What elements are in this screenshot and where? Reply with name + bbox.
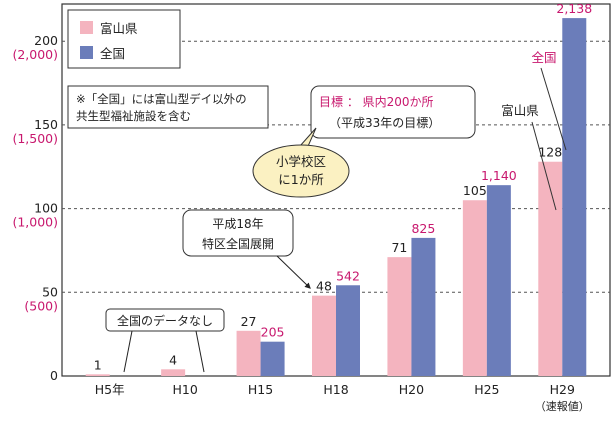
right-tick-label: (500) — [24, 298, 58, 313]
legend-swatch-toyama — [80, 21, 93, 34]
bar-toyama — [85, 374, 110, 376]
bar-label-toyama: 128 — [538, 145, 562, 160]
bar-toyama — [462, 200, 487, 376]
goal-box-frame — [310, 85, 476, 139]
left-tick-label: 0 — [50, 368, 58, 383]
x-tick-label: H20 — [399, 382, 424, 397]
tokku-arrow — [276, 255, 311, 289]
left-tick-label: 50 — [42, 284, 58, 299]
speech-bubble-body — [252, 144, 350, 198]
legend-swatch-zenkoku — [80, 46, 93, 59]
bar-label-toyama: 105 — [463, 183, 487, 198]
bar-zenkoku — [411, 237, 436, 376]
x-tick-label: H15 — [248, 382, 273, 397]
bar-label-zenkoku: 825 — [411, 221, 435, 236]
bubble-line-2: に1か所 — [278, 172, 323, 187]
x-axis-labels: H5年 H10 H15 H18 H20 H25 H29 （速報値） — [95, 382, 590, 413]
left-tick-label: 150 — [34, 117, 58, 132]
goal-line-2: （平成33年の目標） — [329, 116, 440, 130]
speech-bubble: 小学校区 に1か所 — [252, 127, 350, 198]
bar-zenkoku — [336, 285, 360, 376]
tokku-line-2: 特区全国展開 — [202, 236, 274, 251]
nodata-pointer-right — [195, 330, 205, 373]
nodata-text: 全国のデータなし — [117, 313, 213, 328]
bar-label-toyama: 4 — [169, 352, 177, 367]
left-tick-label: 100 — [34, 201, 58, 216]
x-tick-label: H5年 — [95, 382, 125, 397]
bar-toyama — [312, 295, 336, 376]
x-tick-label: H29 — [550, 382, 575, 397]
x-tick-label: H25 — [474, 382, 499, 397]
bar-label-toyama: 27 — [241, 314, 257, 329]
nodata-box-frame — [105, 308, 225, 332]
bar-zenkoku — [486, 185, 511, 376]
bar-label-zenkoku: 1,140 — [481, 168, 517, 183]
right-tick-label: (1,000) — [12, 215, 58, 230]
nodata-pointer-left — [123, 330, 133, 373]
x-tick-label: H18 — [323, 382, 348, 397]
legend-label-toyama: 富山県 — [100, 21, 138, 36]
bar-toyama — [387, 257, 412, 376]
note-box-frame — [67, 85, 269, 129]
bar-zenkoku — [562, 18, 587, 376]
bars — [85, 18, 587, 376]
bar-label-zenkoku: 542 — [336, 268, 360, 283]
series-pointer-toyama — [531, 121, 557, 211]
nodata-annotation: 全国のデータなし — [105, 308, 225, 373]
note-line-1: ※「全国」には富山型デイ以外の — [76, 92, 247, 106]
series-label-toyama: 富山県 — [501, 103, 539, 118]
goal-box: 目標 ： 県内200か所 （平成33年の目標） — [310, 85, 476, 139]
x-tick-label: H10 — [172, 382, 197, 397]
x-tick-note: （速報値） — [535, 400, 590, 413]
bar-zenkoku — [260, 341, 285, 376]
legend-label-zenkoku: 全国 — [100, 46, 125, 61]
goal-line-1: 目標 ： 県内200か所 — [319, 95, 434, 109]
bar-label-zenkoku: 2,138 — [556, 1, 592, 16]
note-box: ※「全国」には富山型デイ以外の 共生型福祉施設を含む — [67, 85, 269, 129]
bar-label-toyama: 71 — [391, 240, 407, 255]
bar-label-toyama: 1 — [94, 357, 102, 372]
legend: 富山県 全国 — [67, 9, 181, 69]
right-tick-label: (1,500) — [12, 131, 58, 146]
right-tick-label: (2,000) — [12, 47, 58, 62]
series-pointer-zenkoku — [540, 67, 567, 151]
bar-label-zenkoku: 205 — [261, 325, 285, 340]
tokku-box-frame — [182, 209, 294, 257]
left-axis-ticks: 0 50 100 150 200 — [34, 33, 58, 383]
right-axis-ticks: (500) (1,000) (1,500) (2,000) — [12, 47, 58, 313]
tokku-line-1: 平成18年 — [212, 217, 263, 231]
left-tick-label: 200 — [34, 33, 58, 48]
bar-toyama — [161, 369, 186, 376]
bar-toyama — [538, 161, 563, 376]
series-label-zenkoku: 全国 — [531, 50, 556, 65]
note-line-2: 共生型福祉施設を含む — [76, 109, 191, 123]
bubble-line-1: 小学校区 — [276, 154, 326, 169]
bar-toyama — [236, 330, 261, 376]
bar-label-toyama: 48 — [316, 279, 332, 294]
tokku-annotation: 平成18年 特区全国展開 — [182, 209, 311, 289]
